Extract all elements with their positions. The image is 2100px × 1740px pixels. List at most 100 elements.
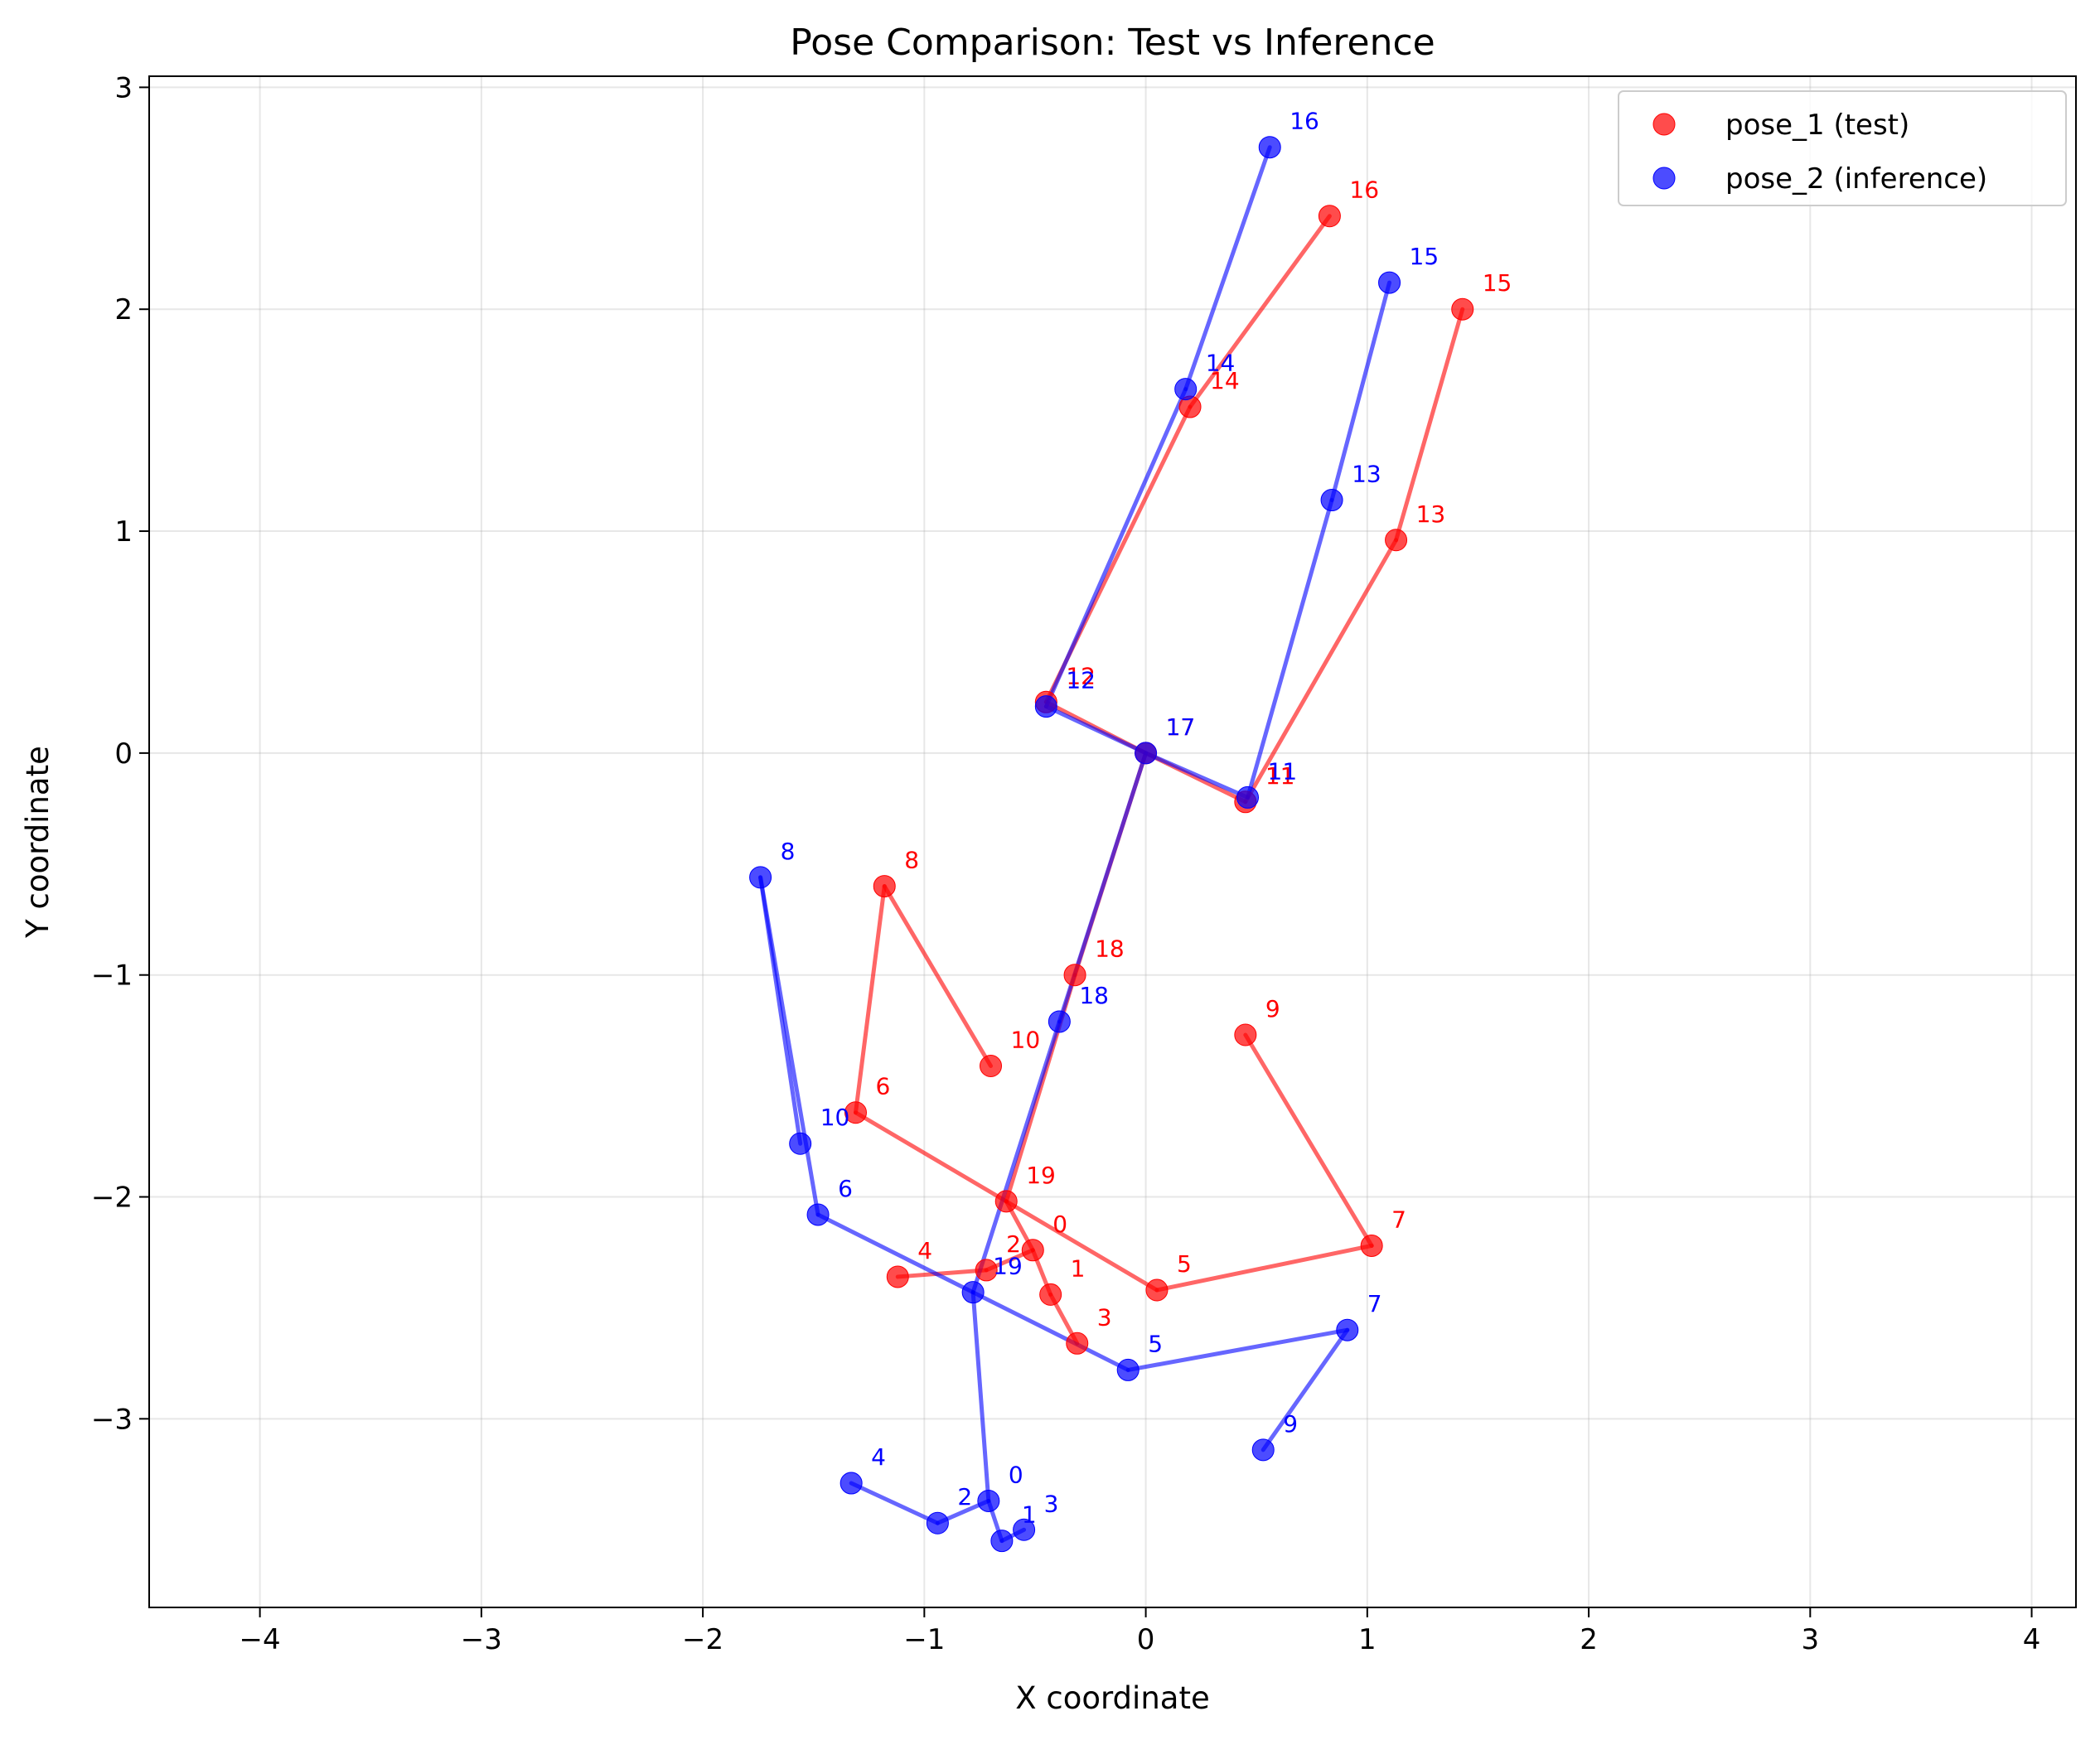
joint-point bbox=[806, 1203, 830, 1226]
bone-line bbox=[1243, 538, 1399, 805]
joint-point bbox=[926, 1511, 949, 1535]
y-tick-label: 3 bbox=[114, 71, 133, 104]
x-tick-label: 1 bbox=[1358, 1623, 1377, 1656]
joint-label: 15 bbox=[1483, 269, 1512, 297]
joint-label: 12 bbox=[1066, 667, 1096, 694]
joint-point bbox=[1174, 378, 1198, 401]
joint-point bbox=[886, 1265, 909, 1288]
joint-label: 9 bbox=[1265, 995, 1280, 1022]
joint-point bbox=[1360, 1234, 1383, 1257]
x-tick-label: 0 bbox=[1137, 1623, 1155, 1656]
legend-marker-test bbox=[1652, 113, 1676, 136]
bone-line bbox=[1043, 387, 1188, 709]
joint-label: 19 bbox=[993, 1253, 1023, 1280]
joint-label: 15 bbox=[1410, 243, 1440, 270]
joint-point bbox=[1116, 1358, 1140, 1381]
joint-point bbox=[1251, 1438, 1275, 1462]
joint-label: 16 bbox=[1290, 108, 1319, 135]
joint-label: 5 bbox=[1177, 1250, 1192, 1278]
joint-point bbox=[961, 1281, 985, 1304]
bone-line bbox=[970, 1290, 1130, 1372]
joint-label: 17 bbox=[1166, 713, 1196, 741]
joint-point bbox=[994, 1190, 1018, 1213]
joint-label: 2 bbox=[1006, 1230, 1021, 1258]
bone-line bbox=[1043, 704, 1149, 756]
joint-point bbox=[1258, 136, 1281, 159]
y-tick-label: 2 bbox=[114, 293, 133, 326]
y-tick-label: −3 bbox=[91, 1403, 133, 1436]
joint-label: 14 bbox=[1206, 350, 1236, 377]
bone-line bbox=[854, 884, 887, 1115]
joint-label: 4 bbox=[917, 1237, 932, 1264]
x-axis-label: X coordinate bbox=[1015, 1680, 1209, 1716]
joint-point bbox=[1234, 1023, 1257, 1046]
joint-point bbox=[1063, 964, 1086, 987]
joint-label: 8 bbox=[904, 847, 919, 874]
joint-point bbox=[975, 1259, 998, 1282]
joint-point bbox=[1145, 1278, 1169, 1302]
bone-line bbox=[1243, 1032, 1374, 1248]
chart-title: Pose Comparison: Test vs Inference bbox=[790, 22, 1435, 64]
bone-line bbox=[815, 1212, 975, 1295]
joint-label: 3 bbox=[1097, 1303, 1112, 1331]
bone-line bbox=[895, 1268, 989, 1279]
joint-label: 14 bbox=[1210, 367, 1240, 394]
bone-line bbox=[970, 1019, 1062, 1295]
joint-label: 8 bbox=[781, 838, 796, 865]
joint-point bbox=[977, 1489, 1000, 1512]
joint-label: 11 bbox=[1268, 757, 1298, 785]
joint-label: 4 bbox=[871, 1443, 886, 1471]
joint-label: 5 bbox=[1148, 1330, 1163, 1357]
grid-layer bbox=[149, 76, 2076, 1607]
bone-line bbox=[1329, 280, 1392, 503]
bone-line bbox=[1260, 1327, 1350, 1452]
joint-point bbox=[1336, 1318, 1359, 1341]
points-layer bbox=[749, 136, 1474, 1553]
joint-point bbox=[1034, 695, 1057, 718]
bone-line bbox=[1125, 1327, 1350, 1372]
x-tick-label: 3 bbox=[1801, 1623, 1819, 1656]
y-tick-label: 0 bbox=[114, 737, 133, 771]
joint-label: 0 bbox=[1052, 1211, 1067, 1238]
joint-point bbox=[1318, 205, 1341, 228]
y-axis-label: Y coordinate bbox=[20, 746, 56, 939]
x-tick-label: −1 bbox=[903, 1623, 945, 1656]
bone-line bbox=[849, 1481, 940, 1525]
joint-label: 11 bbox=[1265, 762, 1295, 790]
joint-label: 6 bbox=[838, 1175, 853, 1202]
joint-point bbox=[1021, 1239, 1044, 1262]
joint-label: 3 bbox=[1044, 1490, 1059, 1517]
legend-label-inference: pose_2 (inference) bbox=[1725, 162, 1987, 196]
bone-line bbox=[970, 1290, 991, 1503]
bone-line bbox=[1144, 751, 1251, 800]
x-tick-label: −4 bbox=[240, 1623, 281, 1656]
joint-label: 7 bbox=[1391, 1206, 1406, 1233]
joint-label: 9 bbox=[1283, 1410, 1298, 1438]
joint-point bbox=[980, 1055, 1003, 1078]
y-tick-label: −1 bbox=[91, 959, 133, 993]
joint-point bbox=[789, 1132, 812, 1155]
x-tick-label: −2 bbox=[682, 1623, 723, 1656]
legend: pose_1 (test) pose_2 (inference) bbox=[1618, 90, 2067, 206]
joint-point bbox=[1013, 1518, 1036, 1541]
joint-point bbox=[749, 866, 772, 889]
bones-layer bbox=[758, 145, 1465, 1544]
joint-label: 6 bbox=[876, 1073, 891, 1100]
joint-label: 13 bbox=[1352, 461, 1381, 488]
legend-label-test: pose_1 (test) bbox=[1725, 109, 1909, 142]
joint-point bbox=[840, 1472, 863, 1495]
joint-point bbox=[1320, 489, 1343, 512]
joint-label: 2 bbox=[957, 1483, 972, 1510]
legend-marker-inference bbox=[1652, 167, 1676, 190]
joint-label: 7 bbox=[1367, 1290, 1382, 1317]
joint-label: 0 bbox=[1009, 1461, 1023, 1488]
joint-point bbox=[1385, 529, 1408, 552]
bone-line bbox=[758, 875, 803, 1146]
bone-line bbox=[1004, 1199, 1159, 1293]
bone-line bbox=[1188, 214, 1332, 409]
x-tick-label: −3 bbox=[461, 1623, 502, 1656]
joint-label: 1 bbox=[1022, 1501, 1037, 1529]
joint-label: 13 bbox=[1416, 500, 1446, 528]
